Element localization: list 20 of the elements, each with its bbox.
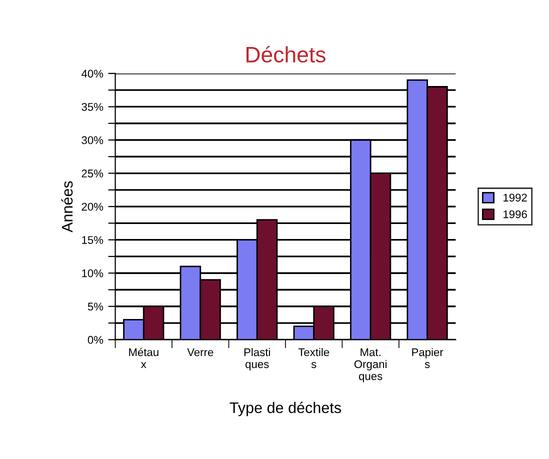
y-tick-label: 35% <box>82 102 104 111</box>
x-tick-label: Verre <box>187 348 214 356</box>
x-tick-label: Plasti ques <box>244 348 270 370</box>
x-axis-title: Type de déchets <box>230 402 341 416</box>
x-tick-label: Métau x <box>129 348 158 368</box>
legend-label: 1996 <box>504 210 527 218</box>
y-tick-label: 5% <box>88 302 104 311</box>
y-tick-label: 15% <box>82 236 104 244</box>
x-tick-label: Papier s <box>412 348 444 368</box>
x-tick-label: Textile s <box>298 348 330 368</box>
y-axis-title: Années <box>61 181 73 232</box>
y-tick-label: 0% <box>88 336 104 344</box>
x-tick-label: Mat. Organi ques <box>354 348 387 382</box>
legend-label: 1992 <box>504 194 527 202</box>
y-tick-label: 30% <box>82 136 104 144</box>
y-tick-label: 20% <box>82 202 104 211</box>
chart-title: Déchets <box>246 46 326 63</box>
y-tick-label: 40% <box>82 70 104 78</box>
y-tick-label: 25% <box>82 170 104 178</box>
y-tick-label: 10% <box>82 269 104 278</box>
